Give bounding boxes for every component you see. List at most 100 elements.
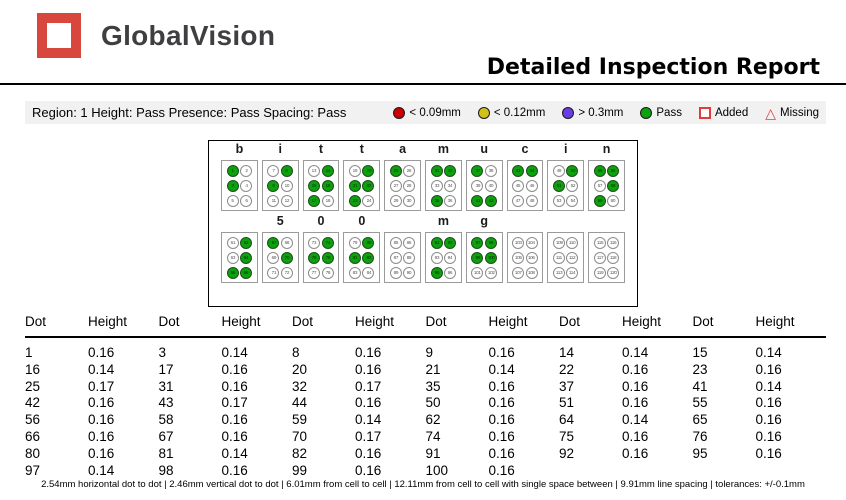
braille-dot-number: 31 (434, 168, 439, 173)
legend-item-label: < 0.09mm (409, 106, 461, 119)
braille-dot-flat: 117 (593, 251, 606, 264)
table-cell: 82 (292, 445, 308, 461)
braille-dot-flat: 79 (349, 236, 362, 249)
legend-item-missing: △ Missing (765, 106, 819, 120)
braille-dot-number: 8 (285, 168, 289, 173)
table-header: Dot Height Dot Height Dot Height Dot Height Dot H… (25, 314, 826, 338)
braille-dot-raised: 74 (321, 236, 334, 249)
braille-cell: 61 62 63 64 65 66 (221, 232, 258, 283)
table-cell: 75 (559, 428, 575, 444)
braille-dot-number: 117 (596, 255, 604, 260)
braille-dot-number: 37 (475, 168, 480, 173)
table-cell: 23 (692, 361, 708, 377)
braille-dot-flat: 96 (444, 266, 457, 279)
braille-dot-flat: 112 (566, 251, 579, 264)
braille-dot-number: 7 (272, 168, 275, 173)
table-cell: 0.16 (622, 395, 649, 411)
braille-cell: 37 38 39 40 41 42 (465, 160, 503, 211)
braille-dot-number: 69 (271, 255, 276, 260)
braille-dot-number: 112 (569, 255, 576, 260)
table-cell: 37 (559, 378, 575, 394)
braille-dot-number: 17 (312, 198, 317, 203)
braille-dot-flat: 105 (512, 251, 525, 264)
braille-letter: m (437, 142, 449, 156)
braille-dot-number: 78 (325, 270, 330, 275)
table-cell: 0.14 (221, 345, 248, 360)
braille-dot-raised: 62 (240, 236, 253, 249)
column-header: Dot (158, 314, 180, 329)
braille-cell: 55 56 57 58 59 60 (588, 160, 625, 211)
braille-dot-number: 3 (231, 183, 235, 188)
braille-dot-raised: 43 (512, 164, 525, 177)
braille-dot-flat: 85 (389, 236, 402, 249)
braille-dot-number: 50 (570, 168, 575, 173)
braille-letter (588, 214, 625, 232)
table-cell: 0.16 (622, 378, 649, 394)
column-header: Height (88, 314, 128, 329)
braille-letter (221, 214, 258, 232)
braille-dot-flat: 5 (226, 194, 239, 207)
braille-dot-raised: 65 (226, 266, 239, 279)
braille-dot-flat: 69 (267, 251, 280, 264)
table-cell: 0.16 (88, 395, 115, 411)
braille-dot-flat: 13 (308, 164, 321, 177)
added-square-icon (698, 106, 711, 119)
table-cell: 0.16 (622, 445, 649, 461)
table-cell (622, 463, 693, 480)
braille-dot-number: 15 (312, 183, 317, 188)
braille-dot-number: 42 (488, 198, 494, 203)
braille-dot-number: 118 (610, 255, 617, 260)
table-cell: 41 (692, 378, 708, 394)
table-cell: 0.16 (355, 445, 382, 461)
table-cell: 80 (25, 445, 41, 461)
table-cell: 0.17 (355, 378, 382, 394)
table-cell: 16 (25, 361, 41, 377)
braille-dot-number: 38 (488, 168, 494, 173)
braille-dot-number: 33 (434, 183, 439, 188)
braille-letter (547, 214, 584, 232)
braille-dot-number: 4 (244, 183, 248, 188)
braille-dot-raised: 3 (226, 179, 239, 192)
table-cell: 91 (425, 445, 441, 461)
table-cell: 14 (559, 345, 575, 360)
table-cell: 0.16 (355, 395, 382, 411)
braille-dot-raised: 99 (471, 251, 484, 264)
braille-cell: 97 98 99 100 101 102 (465, 232, 503, 283)
braille-dot-number: 6 (244, 198, 248, 203)
braille-dot-number: 104 (528, 240, 536, 245)
table-cell: 58 (158, 412, 174, 428)
braille-dot-number: 107 (514, 270, 522, 275)
legend-item-label: Missing (780, 106, 819, 119)
braille-diagram: b i t t a m u c i n 1 2 3 4 5 6 7 8 9 10 11 12 13 14 15 16 17 18 19 2… (208, 140, 638, 307)
braille-dot-number: 22 (366, 183, 371, 188)
braille-letter: 0 (358, 214, 366, 228)
braille-dot-flat: 114 (566, 266, 579, 279)
table-cell: 25 (25, 378, 41, 394)
column-header: Height (221, 314, 261, 329)
braille-cell: 31 32 33 34 35 36 (424, 160, 462, 211)
braille-dot-raised: 92 (444, 236, 457, 249)
braille-cell: 85 86 87 88 89 90 (384, 232, 421, 283)
braille-letter: t (359, 142, 364, 156)
table-cell: 0.16 (622, 428, 649, 444)
table-cell: 0.16 (488, 345, 515, 360)
braille-dot-flat: 24 (362, 194, 375, 207)
braille-dot-number: 72 (284, 270, 290, 275)
red-circle-icon (393, 106, 406, 119)
braille-dot-raised: 31 (430, 164, 443, 177)
braille-cell: 79 80 81 82 83 84 (343, 232, 381, 283)
braille-dot-number: 51 (556, 183, 562, 188)
braille-dot-number: 18 (325, 198, 330, 203)
braille-dot-number: 70 (284, 255, 290, 260)
table-cell: 22 (559, 361, 575, 377)
braille-dot-raised: 1 (226, 164, 239, 177)
braille-dot-number: 13 (312, 168, 317, 173)
braille-dot-flat: 45 (512, 179, 525, 192)
table-cell: 0.14 (755, 345, 782, 360)
braille-dot-number: 62 (243, 240, 249, 245)
table-cell: 0.16 (221, 412, 248, 428)
braille-dot-flat: 119 (593, 266, 606, 279)
braille-dot-number: 11 (271, 198, 276, 203)
braille-dot-number: 58 (611, 183, 616, 188)
